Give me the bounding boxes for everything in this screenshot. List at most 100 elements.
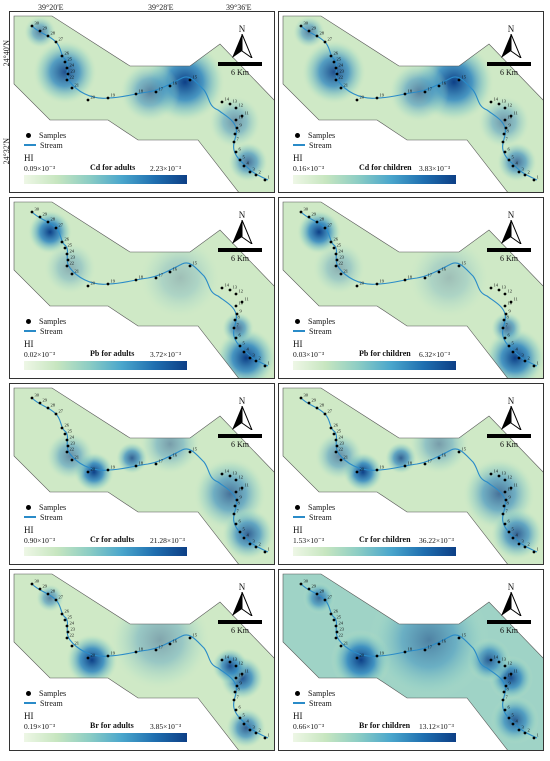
sample-label-12: 12	[508, 661, 513, 666]
sample-point-30	[299, 396, 303, 400]
sample-label-15: 15	[462, 633, 467, 638]
hi-map: 1234567891011121314151617181920212223242…	[13, 201, 274, 378]
sample-label-29: 29	[312, 398, 317, 403]
sample-point-28	[315, 220, 319, 224]
sample-point-28	[315, 592, 319, 596]
sample-point-5	[238, 344, 242, 348]
sample-label-20: 20	[360, 95, 365, 100]
north-arrow-icon	[232, 591, 254, 618]
sample-label-22: 22	[70, 261, 75, 266]
sample-point-8	[233, 690, 237, 694]
sample-label-5: 5	[243, 713, 246, 718]
sample-point-8	[233, 132, 237, 136]
stream-line	[300, 211, 538, 367]
sample-point-14	[220, 472, 224, 476]
sample-point-30	[30, 582, 34, 586]
sample-label-9: 9	[240, 495, 243, 500]
sample-label-3: 3	[522, 725, 525, 730]
sample-label-4: 4	[516, 533, 519, 538]
sample-point-22	[65, 264, 69, 268]
panel-title: Cr for children	[359, 535, 411, 544]
legend-samples-label: Samples	[308, 688, 336, 698]
sample-point-18	[403, 278, 407, 282]
sample-label-24: 24	[339, 63, 344, 68]
legend-stream-label: Stream	[40, 140, 63, 150]
legend-max: 21.28×10⁻³	[150, 536, 185, 545]
sample-label-19: 19	[111, 465, 116, 470]
legend-stream: Stream	[24, 512, 186, 522]
sample-point-11	[509, 114, 513, 118]
sample-marker-icon	[295, 690, 300, 696]
sample-label-9: 9	[509, 495, 512, 500]
sample-point-13	[228, 102, 232, 106]
sample-marker-icon	[295, 132, 300, 138]
sample-label-7: 7	[506, 323, 509, 328]
legend-min: 0.03×10⁻³	[293, 350, 325, 359]
legend-samples: Samples	[293, 688, 455, 698]
sample-label-7: 7	[237, 323, 240, 328]
sample-point-2	[254, 545, 258, 549]
stream-line-icon	[24, 516, 36, 518]
panel-title: Cr for adults	[90, 535, 135, 544]
legend: Samples Stream HI 0.16×10⁻³ Cd for child…	[285, 130, 456, 184]
sample-label-11: 11	[514, 297, 518, 302]
sample-label-12: 12	[239, 103, 244, 108]
sample-label-24: 24	[70, 435, 75, 440]
sample-marker-icon	[295, 318, 300, 324]
stream-line-icon	[24, 702, 36, 704]
sample-point-23	[335, 444, 339, 448]
sample-point-12	[503, 664, 507, 668]
sample-point-14	[489, 286, 493, 290]
sample-point-29	[38, 29, 42, 33]
sample-label-24: 24	[339, 249, 344, 254]
sample-label-3: 3	[522, 353, 525, 358]
sample-point-18	[134, 464, 138, 468]
sample-point-21	[339, 272, 343, 276]
sample-point-15	[188, 636, 192, 640]
sample-point-6	[234, 150, 238, 154]
sample-label-16: 16	[442, 453, 447, 458]
sample-point-18	[403, 650, 407, 654]
sample-point-1	[263, 550, 267, 554]
scale-label: 6 Km	[500, 254, 518, 263]
sample-points: 1234567891011121314151617181920212223242…	[30, 579, 270, 740]
sample-point-29	[38, 401, 42, 405]
stream-line-icon	[293, 144, 305, 146]
scale-bar-line	[487, 62, 531, 66]
region-outline	[13, 201, 274, 378]
sample-label-1: 1	[268, 547, 270, 552]
sample-point-13	[497, 474, 501, 478]
sample-label-22: 22	[70, 447, 75, 452]
sample-label-27: 27	[328, 595, 333, 600]
legend-hi-label: HI	[24, 339, 34, 349]
sample-label-27: 27	[328, 223, 333, 228]
north-arrow: N	[222, 210, 262, 249]
sample-point-9	[235, 126, 239, 130]
sample-point-4	[242, 722, 246, 726]
hotspot-3	[491, 312, 523, 344]
sample-label-15: 15	[462, 261, 467, 266]
hi-map: 1234567891011121314151617181920212223242…	[13, 387, 274, 564]
sample-label-23: 23	[71, 69, 76, 74]
sample-point-20	[355, 98, 359, 102]
sample-point-28	[315, 406, 319, 410]
sample-label-25: 25	[68, 615, 73, 620]
hotspot-3	[222, 312, 254, 344]
sample-point-16	[437, 270, 441, 274]
legend-stream: Stream	[24, 326, 186, 336]
legend-range: 0.16×10⁻³ Cd for children 3.83×10⁻³	[285, 163, 455, 174]
sample-point-27	[323, 598, 327, 602]
sample-label-19: 19	[380, 465, 385, 470]
north-label: N	[238, 210, 246, 220]
sample-label-2: 2	[259, 356, 261, 361]
stream-line-icon	[24, 330, 36, 332]
hotspot-5	[140, 238, 220, 318]
sample-label-8: 8	[238, 687, 241, 692]
sample-point-11	[509, 672, 513, 676]
sample-point-25	[332, 432, 336, 436]
sample-label-24: 24	[339, 435, 344, 440]
hi-map: 1234567891011121314151617181920212223242…	[282, 201, 543, 378]
sample-point-18	[134, 278, 138, 282]
sample-label-22: 22	[339, 75, 344, 80]
sample-point-9	[504, 126, 508, 130]
